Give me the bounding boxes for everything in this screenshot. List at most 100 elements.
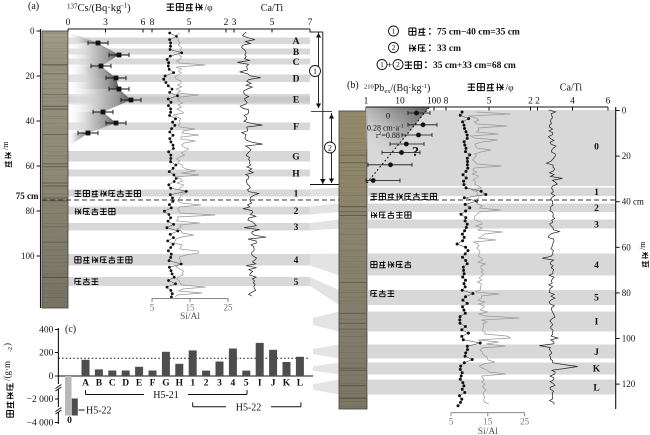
svg-text:80: 80 xyxy=(622,288,632,298)
svg-text:1: 1 xyxy=(313,67,317,76)
svg-text:40: 40 xyxy=(26,116,36,126)
svg-text:6: 6 xyxy=(141,18,146,28)
svg-text:): ) xyxy=(2,343,12,346)
svg-text:Ca/Ti: Ca/Ti xyxy=(560,83,583,94)
svg-text:(a): (a) xyxy=(28,1,39,12)
svg-text:0: 0 xyxy=(622,106,627,116)
svg-text:：35 cm+33 cm=68 cm: ：35 cm+33 cm=68 cm xyxy=(424,61,516,71)
svg-text:100: 100 xyxy=(21,251,35,261)
svg-text:H5-22: H5-22 xyxy=(236,402,262,413)
svg-text:J: J xyxy=(271,379,276,389)
svg-text:?: ? xyxy=(412,145,419,160)
svg-text:0: 0 xyxy=(67,416,72,426)
svg-text:100: 100 xyxy=(622,334,636,344)
svg-text:0: 0 xyxy=(49,372,54,382)
svg-text:4: 4 xyxy=(570,97,575,107)
svg-text:E: E xyxy=(293,96,299,106)
svg-text:3: 3 xyxy=(294,223,299,233)
svg-text:r2=0.88: r2=0.88 xyxy=(376,131,400,140)
svg-text:/m: /m xyxy=(638,241,647,250)
svg-text:2: 2 xyxy=(535,97,540,107)
svg-text:(c): (c) xyxy=(65,324,76,335)
svg-text:C: C xyxy=(293,58,300,68)
svg-text:5: 5 xyxy=(270,18,275,28)
svg-text:3: 3 xyxy=(232,18,237,28)
svg-text:5: 5 xyxy=(150,303,155,313)
svg-text:0: 0 xyxy=(386,111,390,121)
svg-text:/(g·m: /(g·m xyxy=(2,361,12,381)
svg-text:C: C xyxy=(109,379,116,389)
svg-text:G: G xyxy=(292,153,300,163)
svg-text:15: 15 xyxy=(483,417,493,427)
svg-text:1: 1 xyxy=(364,97,369,107)
svg-text:B: B xyxy=(293,48,300,58)
svg-text:1: 1 xyxy=(392,27,396,36)
svg-text:75 cm: 75 cm xyxy=(16,191,39,201)
svg-text:E: E xyxy=(136,379,142,389)
svg-text:137Cs/(Bq·kg-1): 137Cs/(Bq·kg-1) xyxy=(67,2,131,15)
svg-text:60: 60 xyxy=(26,161,36,171)
svg-text:L: L xyxy=(297,379,303,389)
svg-text:8: 8 xyxy=(150,18,155,28)
svg-text:F: F xyxy=(150,379,156,389)
svg-text:2: 2 xyxy=(328,143,332,152)
svg-text:2: 2 xyxy=(224,18,229,28)
svg-text:2: 2 xyxy=(294,207,299,217)
svg-text:Si/Al: Si/Al xyxy=(180,312,200,322)
svg-text:40 cm: 40 cm xyxy=(622,197,644,207)
svg-text:3: 3 xyxy=(594,220,599,230)
svg-text:1: 1 xyxy=(594,188,599,198)
svg-text:400: 400 xyxy=(39,326,54,336)
svg-text:2: 2 xyxy=(396,60,400,69)
svg-text:D: D xyxy=(293,75,300,85)
svg-text:0: 0 xyxy=(66,18,71,28)
svg-text:8: 8 xyxy=(444,97,449,107)
svg-text:0: 0 xyxy=(594,142,599,152)
svg-text:K: K xyxy=(283,379,291,389)
svg-text:+: + xyxy=(387,60,392,70)
svg-text:K: K xyxy=(593,364,601,374)
svg-text:5: 5 xyxy=(187,18,192,28)
svg-text:5: 5 xyxy=(244,379,249,389)
svg-text:4: 4 xyxy=(231,379,236,389)
svg-text:3: 3 xyxy=(103,18,108,28)
svg-text:15: 15 xyxy=(186,303,196,313)
svg-text:200: 200 xyxy=(39,349,54,359)
svg-text:1: 1 xyxy=(294,189,299,199)
svg-text:/φ: /φ xyxy=(506,84,515,94)
svg-text:20: 20 xyxy=(622,151,632,161)
svg-text:5: 5 xyxy=(449,417,454,427)
svg-text:25: 25 xyxy=(520,417,530,427)
svg-text:I: I xyxy=(595,317,599,327)
svg-text:：33 cm: ：33 cm xyxy=(428,44,462,54)
svg-text:H: H xyxy=(176,379,184,389)
svg-text:A: A xyxy=(82,379,89,389)
svg-text:F: F xyxy=(293,123,299,133)
svg-text:1: 1 xyxy=(190,379,195,389)
svg-text:H5-21: H5-21 xyxy=(153,390,179,401)
svg-text:H5-22: H5-22 xyxy=(86,406,112,417)
svg-text:-2: -2 xyxy=(8,347,14,352)
svg-text:0: 0 xyxy=(30,26,35,36)
svg-text:/m: /m xyxy=(1,141,10,150)
svg-text:4: 4 xyxy=(594,261,599,271)
svg-text:：75 cm−40 cm=35 cm: ：75 cm−40 cm=35 cm xyxy=(428,28,520,38)
svg-text:120: 120 xyxy=(622,379,636,389)
svg-text:I: I xyxy=(258,379,262,389)
svg-text:/φ: /φ xyxy=(205,4,214,14)
svg-text:A: A xyxy=(293,37,300,47)
svg-text:G: G xyxy=(162,379,170,389)
svg-text:2: 2 xyxy=(594,204,599,214)
svg-text:20: 20 xyxy=(26,71,36,81)
svg-text:B: B xyxy=(96,379,103,389)
svg-text:80: 80 xyxy=(26,206,36,216)
svg-text:0.28 cm·a-1: 0.28 cm·a-1 xyxy=(367,124,404,133)
svg-text:L: L xyxy=(593,383,599,393)
svg-text:5: 5 xyxy=(594,293,599,303)
svg-text:2: 2 xyxy=(392,43,396,52)
svg-text:J: J xyxy=(594,348,599,358)
svg-text:60: 60 xyxy=(622,242,632,252)
svg-text:10: 10 xyxy=(395,97,405,107)
svg-text:5: 5 xyxy=(487,97,492,107)
svg-text:2: 2 xyxy=(204,379,209,389)
